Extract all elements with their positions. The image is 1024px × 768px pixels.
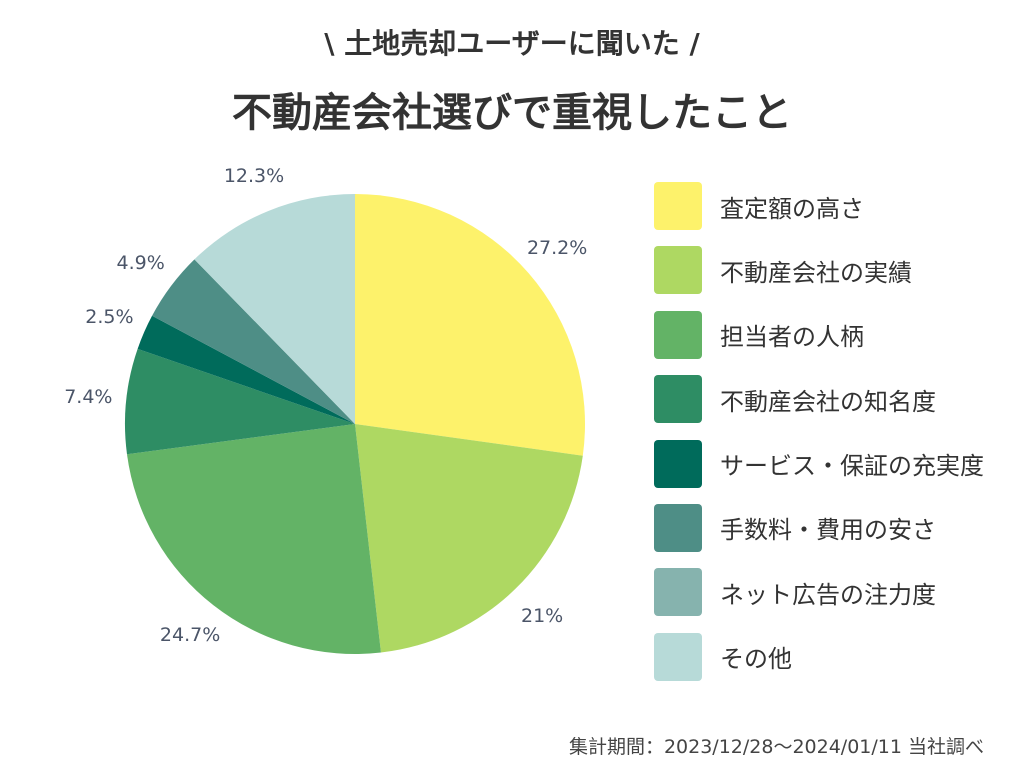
pie-slice	[355, 194, 585, 456]
subtitle: \ 土地売却ユーザーに聞いた /	[324, 27, 700, 60]
legend-label: その他	[720, 645, 792, 674]
legend-label: 不動産会社の知名度	[720, 387, 936, 416]
slice-percent-label: 27.2%	[527, 237, 587, 259]
legend-label: 査定額の高さ	[720, 194, 864, 223]
legend-label: 手数料・費用の安さ	[720, 516, 936, 545]
legend-label: ネット広告の注力度	[720, 580, 936, 609]
pie-slice	[126, 424, 381, 654]
footnote: 集計期間：2023/12/28〜2024/01/11 当社調べ	[568, 736, 984, 758]
legend-swatch	[654, 246, 702, 295]
legend-item: サービス・保証の充実度	[654, 439, 984, 488]
slice-percent-label: 2.5%	[85, 306, 133, 328]
legend: 査定額の高さ不動産会社の実績 担当者の人柄不動産会社の知名度サービス・保証の充実度…	[654, 182, 984, 697]
slice-percent-label: 24.7%	[160, 624, 220, 646]
legend-label: 担当者の人柄	[720, 323, 864, 352]
page-title: 不動産会社選びで重視したこと	[232, 90, 792, 136]
legend-swatch	[654, 375, 702, 424]
legend-swatch	[654, 632, 702, 681]
pie-slice	[125, 348, 355, 455]
slice-percent-label: 21%	[521, 605, 563, 627]
legend-swatch	[654, 568, 702, 617]
pie-slice	[355, 424, 583, 653]
legend-label: サービス・保証の充実度	[720, 452, 984, 481]
slice-percent-label: 7.4%	[64, 386, 112, 408]
legend-item: その他	[654, 632, 984, 681]
legend-item: 担当者の人柄	[654, 310, 984, 359]
legend-item: 手数料・費用の安さ	[654, 503, 984, 552]
legend-swatch	[654, 503, 702, 552]
pie-slice	[194, 194, 355, 424]
legend-item: 不動産会社の実績	[654, 246, 984, 295]
legend-item: 不動産会社の知名度	[654, 375, 984, 424]
pie-slice	[137, 315, 355, 424]
legend-swatch	[654, 439, 702, 488]
pie-slice	[152, 259, 355, 424]
legend-swatch	[654, 182, 702, 230]
legend-item: ネット広告の注力度	[654, 568, 984, 617]
slice-percent-label: 4.9%	[117, 252, 165, 274]
slice-percent-label: 12.3%	[224, 165, 284, 187]
legend-label: 不動産会社の実績	[720, 258, 912, 287]
legend-swatch	[654, 310, 702, 359]
legend-item: 査定額の高さ	[654, 182, 984, 230]
